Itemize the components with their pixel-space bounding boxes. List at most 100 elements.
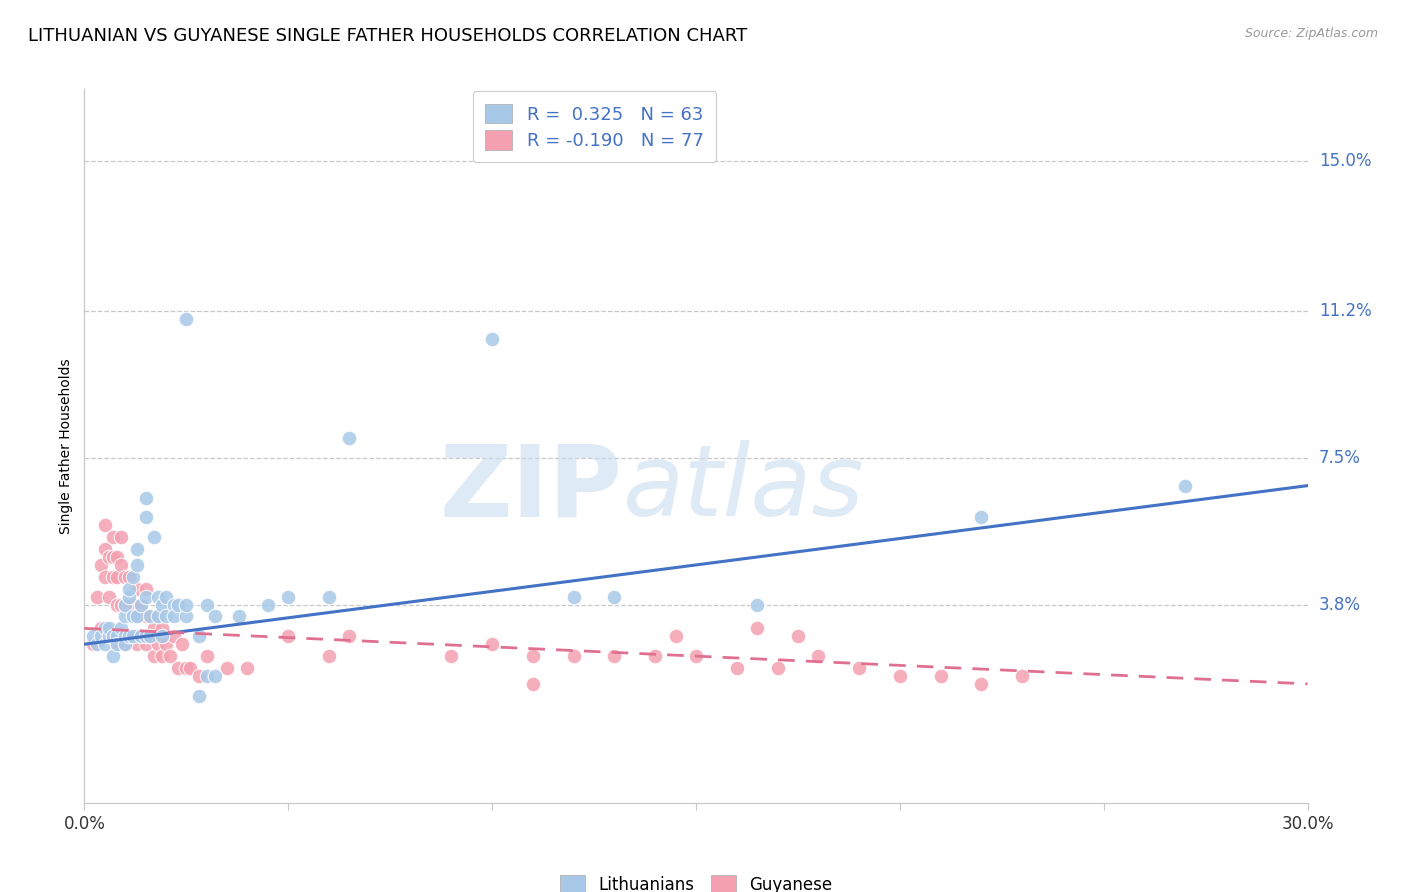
Point	[163, 629, 186, 643]
Point	[127, 582, 149, 596]
Point	[118, 590, 141, 604]
Legend: Lithuanians, Guyanese: Lithuanians, Guyanese	[553, 868, 839, 892]
Point	[172, 637, 194, 651]
Point	[131, 598, 153, 612]
Point	[174, 609, 197, 624]
Point	[97, 621, 120, 635]
Point	[118, 582, 141, 596]
Point	[603, 649, 626, 664]
Point	[481, 637, 503, 651]
Point	[93, 637, 115, 651]
Point	[970, 510, 993, 524]
Point	[440, 649, 463, 664]
Point	[110, 558, 132, 572]
Point	[146, 590, 169, 604]
Point	[82, 629, 104, 643]
Point	[105, 637, 128, 651]
Text: Source: ZipAtlas.com: Source: ZipAtlas.com	[1244, 27, 1378, 40]
Point	[195, 598, 218, 612]
Point	[93, 542, 115, 557]
Point	[146, 609, 169, 624]
Point	[150, 621, 173, 635]
Point	[82, 637, 104, 651]
Point	[90, 629, 112, 643]
Point	[889, 669, 911, 683]
Point	[277, 590, 299, 604]
Point	[522, 677, 544, 691]
Point	[135, 590, 157, 604]
Point	[195, 669, 218, 683]
Point	[187, 669, 209, 683]
Point	[118, 629, 141, 643]
Text: 15.0%: 15.0%	[1319, 152, 1371, 169]
Point	[105, 570, 128, 584]
Point	[1174, 478, 1197, 492]
Point	[135, 491, 157, 505]
Point	[174, 661, 197, 675]
Point	[138, 609, 160, 624]
Point	[118, 629, 141, 643]
Point	[135, 510, 157, 524]
Point	[277, 629, 299, 643]
Point	[146, 637, 169, 651]
Point	[101, 530, 124, 544]
Point	[522, 649, 544, 664]
Point	[142, 649, 165, 664]
Point	[318, 590, 340, 604]
Point	[101, 649, 124, 664]
Point	[127, 609, 149, 624]
Point	[135, 582, 157, 596]
Point	[90, 621, 112, 635]
Point	[146, 609, 169, 624]
Point	[603, 590, 626, 604]
Point	[118, 570, 141, 584]
Point	[747, 621, 769, 635]
Point	[127, 609, 149, 624]
Point	[664, 629, 686, 643]
Point	[131, 598, 153, 612]
Point	[187, 689, 209, 703]
Point	[97, 629, 120, 643]
Point	[110, 629, 132, 643]
Point	[135, 637, 157, 651]
Point	[105, 629, 128, 643]
Point	[105, 637, 128, 651]
Point	[97, 629, 120, 643]
Point	[167, 661, 190, 675]
Point	[339, 629, 360, 643]
Point	[122, 598, 145, 612]
Point	[163, 609, 186, 624]
Point	[339, 431, 360, 445]
Point	[142, 530, 165, 544]
Point	[257, 598, 280, 612]
Point	[155, 590, 177, 604]
Point	[174, 312, 197, 326]
Point	[110, 530, 132, 544]
Point	[848, 661, 870, 675]
Point	[101, 629, 124, 643]
Point	[131, 629, 153, 643]
Point	[150, 629, 173, 643]
Point	[122, 629, 145, 643]
Point	[114, 598, 136, 612]
Point	[685, 649, 707, 664]
Point	[86, 590, 108, 604]
Point	[155, 637, 177, 651]
Point	[142, 621, 165, 635]
Point	[101, 570, 124, 584]
Point	[318, 649, 340, 664]
Point	[127, 637, 149, 651]
Point	[204, 609, 226, 624]
Point	[105, 598, 128, 612]
Point	[93, 570, 115, 584]
Point	[747, 598, 769, 612]
Point	[155, 609, 177, 624]
Point	[179, 661, 201, 675]
Point	[105, 549, 128, 564]
Point	[150, 649, 173, 664]
Point	[135, 609, 157, 624]
Point	[217, 661, 239, 675]
Point	[138, 629, 160, 643]
Point	[766, 661, 789, 675]
Point	[93, 621, 115, 635]
